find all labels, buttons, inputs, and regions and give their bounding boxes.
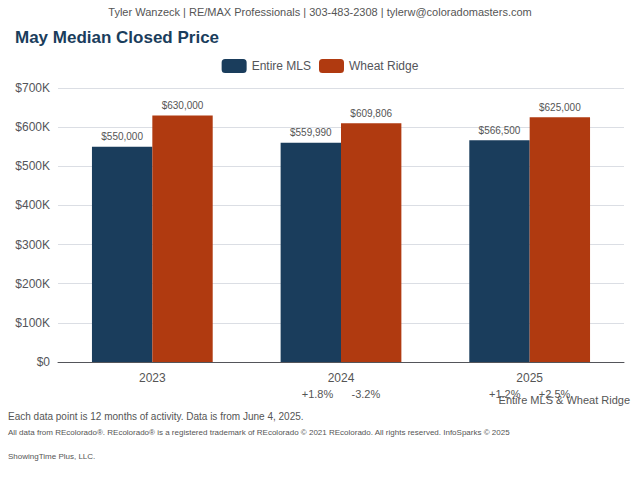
svg-text:$600K: $600K — [15, 120, 50, 134]
svg-text:$300K: $300K — [15, 238, 50, 252]
svg-text:All data from REcolorado®. REc: All data from REcolorado®. REcolorado® i… — [8, 428, 510, 437]
svg-text:$100K: $100K — [15, 316, 50, 330]
svg-text:$625,000: $625,000 — [539, 102, 581, 113]
svg-text:2024: 2024 — [328, 371, 355, 385]
svg-text:-3.2%: -3.2% — [352, 388, 381, 400]
svg-text:+2.5%: +2.5% — [539, 388, 571, 400]
svg-text:$500K: $500K — [15, 159, 50, 173]
svg-text:Entire MLS: Entire MLS — [252, 59, 311, 73]
svg-text:$630,000: $630,000 — [162, 100, 204, 111]
svg-text:$566,500: $566,500 — [479, 125, 521, 136]
svg-text:Wheat Ridge: Wheat Ridge — [349, 59, 419, 73]
svg-text:2025: 2025 — [516, 371, 543, 385]
svg-text:Each data point is 12 months o: Each data point is 12 months of activity… — [8, 411, 304, 422]
svg-text:$550,000: $550,000 — [101, 131, 143, 142]
svg-text:2023: 2023 — [139, 371, 166, 385]
svg-text:$400K: $400K — [15, 198, 50, 212]
svg-text:Tyler Wanzeck | RE/MAX Profess: Tyler Wanzeck | RE/MAX Professionals | 3… — [108, 6, 531, 18]
svg-text:ShowingTime Plus, LLC.: ShowingTime Plus, LLC. — [8, 452, 95, 461]
svg-text:$559,990: $559,990 — [290, 127, 332, 138]
svg-text:$200K: $200K — [15, 277, 50, 291]
svg-text:$609,806: $609,806 — [350, 108, 392, 119]
svg-text:$700K: $700K — [15, 81, 50, 95]
svg-text:+1.2%: +1.2% — [489, 388, 521, 400]
svg-text:May Median Closed Price: May Median Closed Price — [15, 28, 219, 47]
svg-text:+1.8%: +1.8% — [302, 388, 334, 400]
svg-text:$0: $0 — [37, 355, 51, 369]
